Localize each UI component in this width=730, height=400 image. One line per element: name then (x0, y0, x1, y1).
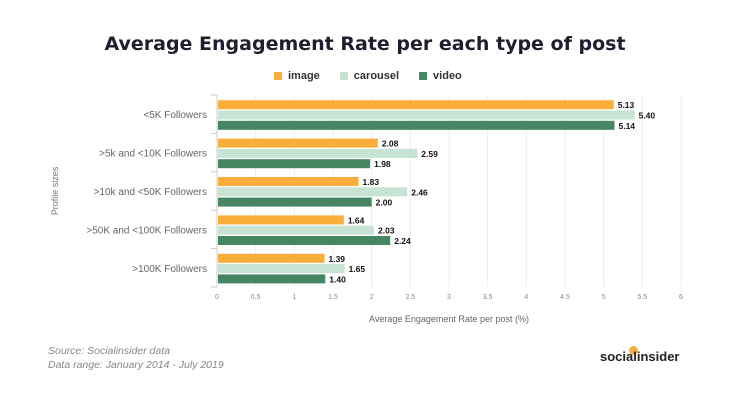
bar-carousel (218, 110, 635, 120)
bar-video (218, 236, 391, 245)
bar-carousel (218, 264, 345, 274)
data-label: 5.40 (639, 111, 656, 121)
data-label: 5.14 (618, 121, 635, 131)
legend-label: carousel (353, 70, 400, 82)
y-category-label: <5K Followers (143, 110, 207, 121)
legend-label: video (433, 70, 462, 82)
data-label: 1.40 (329, 274, 346, 284)
legend-swatch (274, 72, 282, 80)
logo-dot-icon (629, 346, 638, 355)
data-label: 1.98 (374, 159, 391, 169)
legend-item-video[interactable]: video (419, 70, 462, 82)
data-label: 1.64 (348, 215, 365, 225)
x-tick-label: 3 (447, 294, 451, 301)
bar-image (218, 177, 359, 186)
chart-title: Average Engagement Rate per each type of… (104, 33, 626, 55)
y-axis-title: Profile sizes (50, 166, 60, 215)
x-tick-label: 2.5 (405, 294, 415, 301)
y-category-label: >5k and <10K Followers (99, 149, 207, 160)
bar-carousel (218, 187, 408, 197)
data-label: 2.24 (394, 236, 411, 246)
x-tick-label: 5 (602, 294, 606, 301)
data-label: 2.03 (378, 226, 395, 236)
data-label: 2.00 (376, 198, 393, 208)
legend-item-carousel[interactable]: carousel (339, 70, 400, 82)
y-category-label: >50K and <100K Followers (86, 225, 207, 236)
data-label: 1.65 (349, 264, 366, 274)
bar-video (218, 159, 371, 169)
x-tick-label: 4 (524, 294, 528, 301)
x-tick-label: 5.5 (637, 294, 647, 301)
date-range-note: Data range: January 2014 - July 2019 (48, 359, 224, 371)
bar-video (218, 120, 615, 130)
x-tick-label: 0 (215, 294, 219, 301)
y-category-label: >10k and <50K Followers (94, 187, 207, 198)
x-tick-label: 4.5 (560, 294, 570, 301)
x-axis-title: Average Engagement Rate per post (%) (369, 314, 529, 324)
bar-image (218, 100, 614, 110)
y-category-label: >100K Followers (132, 264, 207, 275)
bar-image (218, 215, 344, 225)
bar-video (218, 197, 372, 207)
x-tick-label: 6 (679, 294, 683, 301)
data-label: 1.83 (363, 177, 380, 187)
legend: image carousel video (274, 70, 462, 82)
socialinsider-logo: socialinsider (600, 349, 680, 364)
data-label: 1.39 (328, 254, 345, 264)
x-tick-label: 2 (370, 294, 374, 301)
data-label: 2.46 (411, 187, 428, 197)
legend-swatch (339, 72, 348, 80)
bar-carousel (218, 225, 374, 235)
data-label: 2.08 (382, 139, 399, 149)
legend-label: image (288, 70, 320, 82)
bar-carousel (218, 148, 418, 158)
bar-image (218, 138, 378, 148)
x-tick-label: 1 (292, 294, 296, 301)
x-tick-label: 3.5 (483, 294, 493, 301)
bar-image (218, 253, 325, 263)
source-note: Source: Socialinsider data (48, 345, 170, 357)
data-label: 2.59 (421, 149, 438, 159)
bar-video (218, 274, 326, 284)
x-tick-label: 1.5 (328, 294, 338, 301)
data-label: 5.13 (618, 100, 635, 110)
legend-item-image[interactable]: image (274, 70, 320, 82)
x-tick-label: 0.5 (251, 294, 261, 301)
legend-swatch (419, 72, 428, 80)
